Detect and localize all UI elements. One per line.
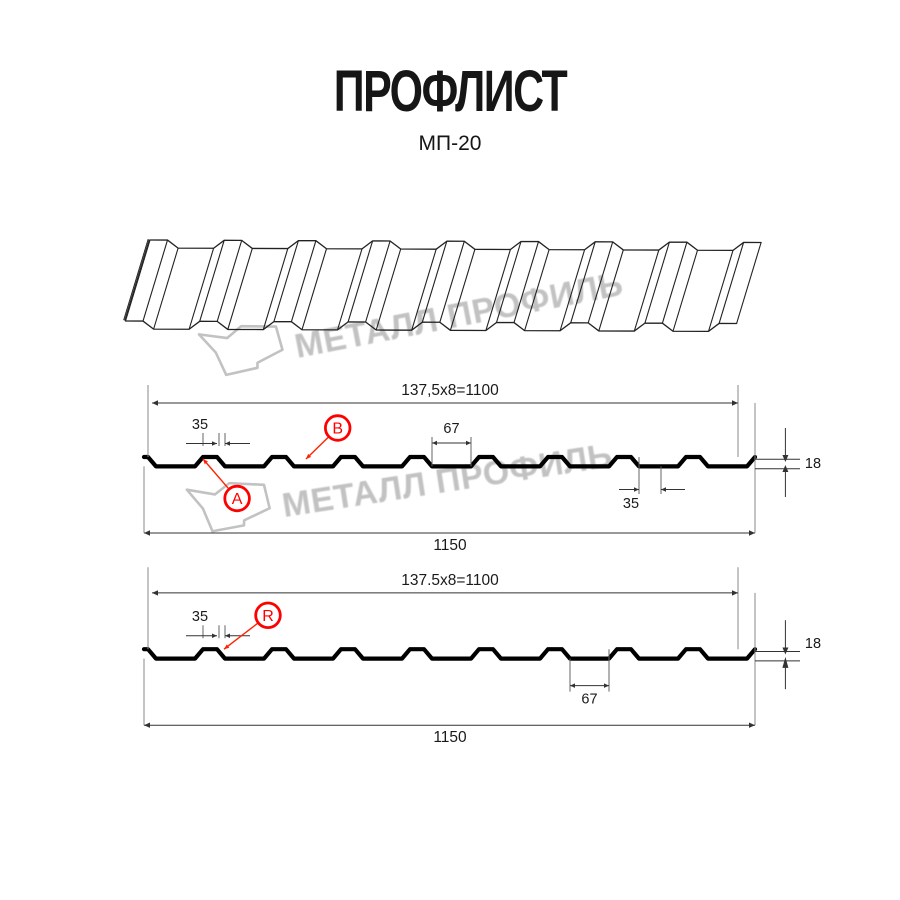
svg-text:18: 18 [805,456,821,472]
svg-text:18: 18 [805,636,821,652]
svg-text:МЕТАЛЛ ПРОФИЛЬ: МЕТАЛЛ ПРОФИЛЬ [280,436,616,525]
svg-text:A: A [232,491,243,508]
svg-text:67: 67 [581,692,597,708]
svg-text:R: R [262,608,274,625]
svg-text:67: 67 [443,421,459,437]
svg-text:137.5x8=1100: 137.5x8=1100 [401,572,499,589]
svg-text:B: B [332,421,343,438]
svg-text:137,5x8=1100: 137,5x8=1100 [401,382,499,399]
svg-text:1150: 1150 [433,537,467,554]
svg-text:35: 35 [192,417,208,433]
svg-text:35: 35 [192,609,208,625]
svg-text:35: 35 [623,496,639,512]
svg-text:1150: 1150 [433,729,467,746]
